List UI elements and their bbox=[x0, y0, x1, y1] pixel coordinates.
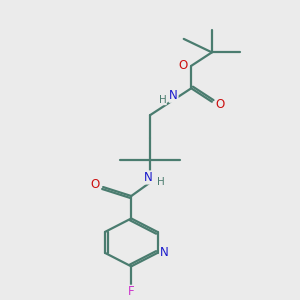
Text: O: O bbox=[178, 59, 188, 72]
Text: O: O bbox=[215, 98, 225, 111]
Text: N: N bbox=[160, 246, 169, 260]
Text: H: H bbox=[158, 95, 166, 105]
Text: N: N bbox=[144, 171, 152, 184]
Text: O: O bbox=[90, 178, 100, 191]
Text: H: H bbox=[157, 177, 164, 187]
Text: F: F bbox=[128, 285, 135, 298]
Text: N: N bbox=[169, 89, 178, 102]
